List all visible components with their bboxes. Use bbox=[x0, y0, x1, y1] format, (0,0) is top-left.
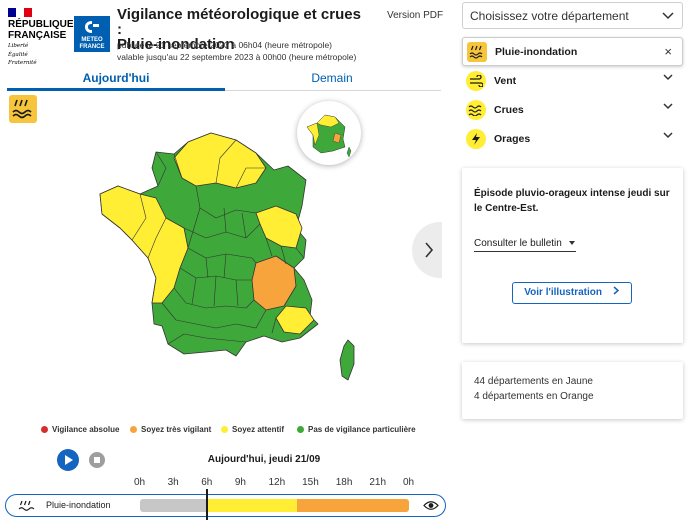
timeline-hour-label: 18h bbox=[335, 477, 353, 488]
chevron-down-icon bbox=[663, 132, 673, 139]
france-vigilance-map[interactable] bbox=[96, 128, 364, 384]
next-map-button[interactable] bbox=[412, 222, 442, 278]
play-icon bbox=[65, 455, 73, 465]
timeline-track[interactable]: Pluie-inondation bbox=[5, 494, 446, 517]
risk-label: Pluie-inondation bbox=[495, 45, 578, 58]
legend-item-absolute: Vigilance absolue bbox=[41, 425, 119, 434]
timeline-cursor[interactable] bbox=[206, 489, 209, 520]
republic-name-line-1: RÉPUBLIQUE bbox=[8, 19, 74, 30]
map-region-corsica bbox=[339, 339, 355, 381]
orange-dot-icon bbox=[130, 426, 137, 433]
yellow-department-count: 44 départements en Jaune bbox=[474, 376, 593, 387]
bulletin-label: Consulter le bulletin bbox=[474, 238, 562, 249]
publication-info: publiée le 21 septembre 2023 à 06h04 (he… bbox=[117, 39, 356, 63]
risk-label: Orages bbox=[494, 132, 531, 145]
legend-item-attentive: Soyez attentif bbox=[221, 425, 284, 434]
flood-icon bbox=[466, 99, 486, 120]
page-title: Vigilance météorologique et crues : Plui… bbox=[117, 7, 367, 52]
chevron-down-icon bbox=[662, 12, 674, 20]
valid-until-date: valable jusqu'au 22 septembre 2023 à 00h… bbox=[117, 52, 357, 62]
map-region-orange bbox=[251, 255, 297, 311]
timeline-hour-label: 15h bbox=[302, 477, 319, 488]
motto-line-2: Égalité bbox=[8, 51, 28, 58]
rain-flood-icon bbox=[467, 41, 487, 62]
yellow-dot-icon bbox=[221, 426, 228, 433]
play-button[interactable] bbox=[57, 449, 79, 471]
timeline-segment bbox=[296, 499, 409, 512]
meteo-france-logo[interactable]: METEO FRANCE bbox=[74, 16, 110, 52]
chevron-right-icon bbox=[613, 286, 619, 295]
republique-francaise-logo: RÉPUBLIQUE FRANÇAISE Liberté Égalité Fra… bbox=[8, 8, 74, 66]
risk-item-wind[interactable]: Vent bbox=[462, 66, 683, 95]
page-title-line-1: Vigilance météorologique et crues : bbox=[117, 6, 361, 38]
pdf-version-link[interactable]: Version PDF bbox=[387, 10, 444, 21]
orange-department-count: 4 départements en Orange bbox=[474, 391, 594, 402]
department-select-placeholder: Choisissez votre département bbox=[470, 9, 629, 23]
timeline-segment bbox=[207, 499, 297, 512]
timeline-segment bbox=[140, 499, 208, 512]
legend-label: Soyez très vigilant bbox=[141, 425, 212, 434]
timeline-hour-label: 3h bbox=[167, 477, 179, 488]
motto-line-1: Liberté bbox=[8, 43, 29, 49]
caret-down-icon bbox=[568, 241, 575, 245]
department-select[interactable]: Choisissez votre département bbox=[462, 2, 683, 29]
legend-item-no-vigilance: Pas de vigilance particulière bbox=[297, 425, 416, 434]
timeline-hours: 0h 3h 6h 9h 12h 15h 18h 21h 0h bbox=[0, 477, 441, 489]
meteo-france-text-2: FRANCE bbox=[79, 43, 105, 50]
close-icon[interactable]: × bbox=[664, 44, 672, 59]
rain-flood-icon bbox=[18, 500, 35, 511]
risk-list: Pluie-inondation × Vent Crues Orages bbox=[462, 37, 683, 153]
flag-icon bbox=[8, 8, 32, 17]
meteo-france-mark-icon bbox=[74, 20, 110, 37]
bulletin-dropdown[interactable]: Consulter le bulletin bbox=[474, 238, 576, 252]
tab-today[interactable]: Aujourd'hui bbox=[82, 71, 150, 85]
legend-label: Pas de vigilance particulière bbox=[308, 425, 416, 434]
thunderstorm-icon bbox=[466, 128, 486, 149]
legend-label: Soyez attentif bbox=[232, 425, 285, 434]
rain-flood-badge-icon bbox=[9, 95, 37, 123]
green-dot-icon bbox=[297, 426, 304, 433]
legend-label: Vigilance absolue bbox=[52, 425, 120, 434]
chevron-down-icon bbox=[663, 103, 673, 110]
timeline-hour-label: 6h bbox=[201, 477, 213, 488]
timeline-hour-label: 0h bbox=[134, 477, 146, 488]
risk-item-thunderstorms[interactable]: Orages bbox=[462, 124, 683, 153]
risk-label: Vent bbox=[494, 74, 517, 87]
department-count-card: 44 départements en Jaune 4 départements … bbox=[462, 362, 683, 419]
red-dot-icon bbox=[41, 426, 48, 433]
published-date: publiée le 21 septembre 2023 à 06h04 (he… bbox=[117, 40, 333, 50]
chevron-down-icon bbox=[663, 74, 673, 81]
tab-tomorrow[interactable]: Demain bbox=[311, 71, 353, 85]
timeline-hour-label: 0h bbox=[403, 477, 415, 488]
risk-item-rain-flood[interactable]: Pluie-inondation × bbox=[462, 37, 683, 66]
risk-label: Crues bbox=[494, 103, 524, 116]
view-illustration-button[interactable]: Voir l'illustration bbox=[512, 282, 632, 304]
meteo-france-text-1: METEO bbox=[81, 37, 103, 43]
timeline-phenomenon-label: Pluie-inondation bbox=[46, 500, 111, 510]
wind-icon bbox=[466, 70, 486, 91]
view-illustration-label: Voir l'illustration bbox=[524, 287, 602, 298]
page-title-line-2: Pluie-inondation bbox=[117, 36, 235, 53]
map-region-yellow-north bbox=[173, 132, 267, 189]
episode-description: Épisode pluvio-orageux intense jeudi sur… bbox=[474, 188, 670, 214]
stop-button[interactable] bbox=[89, 452, 105, 468]
timeline-hour-label: 12h bbox=[268, 477, 286, 488]
timeline-hour-label: 21h bbox=[369, 477, 387, 488]
chevron-right-icon bbox=[425, 242, 434, 258]
motto-line-3: Fraternité bbox=[8, 60, 37, 66]
legend-item-very-vigilant: Soyez très vigilant bbox=[130, 425, 211, 434]
timeline-hour-label: 9h bbox=[234, 477, 246, 488]
eye-icon[interactable] bbox=[423, 499, 439, 512]
active-tab-indicator bbox=[7, 88, 225, 91]
episode-card: Épisode pluvio-orageux intense jeudi sur… bbox=[462, 168, 683, 343]
republic-name-line-2: FRANÇAISE bbox=[8, 30, 67, 41]
risk-item-floods[interactable]: Crues bbox=[462, 95, 683, 124]
timeline-date: Aujourd'hui, jeudi 21/09 bbox=[207, 454, 321, 465]
vigilance-overview-inset-map[interactable] bbox=[297, 101, 361, 165]
